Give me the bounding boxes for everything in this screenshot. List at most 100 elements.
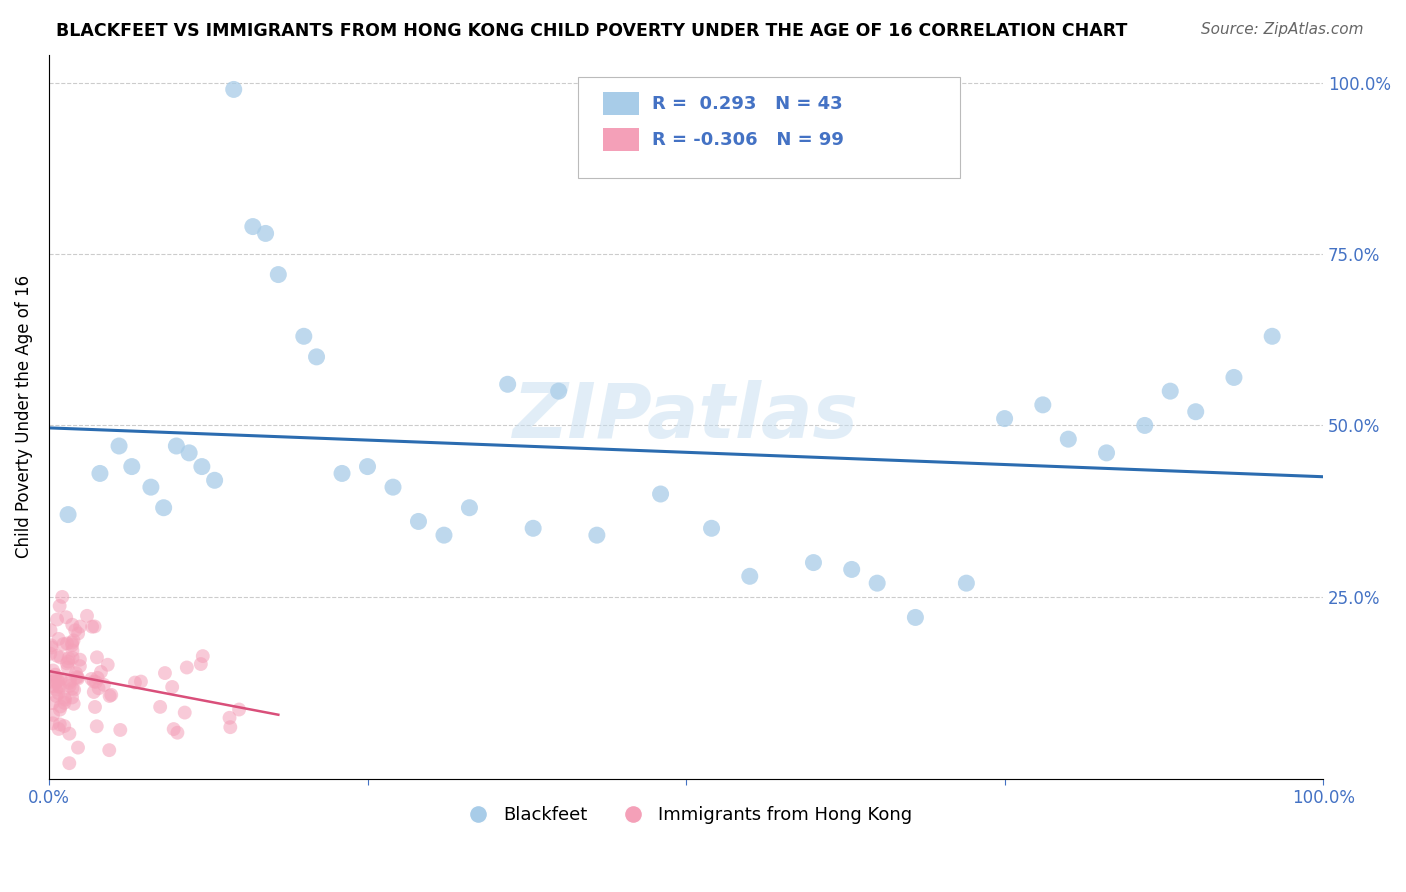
Point [700, 521, 723, 535]
Text: R =  0.293   N = 43: R = 0.293 N = 43 [651, 95, 842, 112]
Point [139, 480, 162, 494]
Point [152, 500, 174, 515]
Legend: Blackfeet, Immigrants from Hong Kong: Blackfeet, Immigrants from Hong Kong [453, 798, 920, 831]
Point [42, 696, 65, 710]
Point [904, 610, 927, 624]
Point [60, 643, 83, 657]
Point [204, 473, 226, 487]
Point [56, 655, 79, 669]
Point [160, 680, 183, 694]
Point [66, 670, 89, 684]
Point [60, 681, 83, 696]
Point [173, 706, 195, 720]
Point [190, 657, 212, 671]
Point [408, 515, 430, 529]
Point [41, 640, 63, 655]
Point [83, 619, 105, 633]
Point [219, 720, 242, 734]
Point [69, 619, 91, 633]
Point [63, 682, 86, 697]
Point [82, 620, 104, 634]
Text: Source: ZipAtlas.com: Source: ZipAtlas.com [1201, 22, 1364, 37]
Point [1133, 418, 1156, 433]
Point [1223, 370, 1246, 384]
Point [330, 467, 353, 481]
Point [292, 329, 315, 343]
Point [84, 700, 107, 714]
Point [955, 576, 977, 591]
Point [83, 674, 105, 689]
Point [69, 659, 91, 673]
Point [65, 670, 87, 684]
Point [53, 692, 76, 706]
Point [39, 639, 62, 653]
Point [59, 673, 82, 688]
Text: ZIPatlas: ZIPatlas [513, 380, 859, 454]
Point [62, 650, 84, 665]
Point [1057, 432, 1080, 446]
Point [48, 599, 70, 613]
Point [254, 227, 277, 241]
Point [179, 446, 201, 460]
Point [80, 672, 103, 686]
Point [433, 528, 456, 542]
Point [59, 679, 82, 693]
Point [49, 717, 72, 731]
FancyBboxPatch shape [603, 92, 638, 115]
Point [191, 459, 214, 474]
Point [803, 556, 825, 570]
Point [67, 626, 90, 640]
Point [458, 500, 481, 515]
Point [60, 635, 83, 649]
Point [84, 674, 107, 689]
Point [1184, 405, 1206, 419]
Point [108, 439, 131, 453]
Point [267, 268, 290, 282]
Point [496, 377, 519, 392]
Point [39, 623, 62, 637]
Point [841, 562, 863, 576]
Point [153, 666, 176, 681]
Point [58, 756, 80, 771]
Point [42, 679, 65, 693]
Point [166, 725, 188, 739]
Point [52, 637, 75, 651]
Point [58, 651, 80, 665]
Point [586, 528, 609, 542]
Point [48, 686, 70, 700]
Point [48, 680, 70, 694]
Point [42, 664, 65, 678]
Point [98, 689, 121, 703]
Point [65, 666, 87, 681]
Point [994, 411, 1017, 425]
Point [49, 680, 72, 694]
Point [42, 708, 65, 723]
Point [650, 487, 672, 501]
FancyBboxPatch shape [578, 77, 960, 178]
Point [69, 653, 91, 667]
Point [1095, 446, 1118, 460]
Point [191, 649, 214, 664]
Point [866, 576, 889, 591]
Point [46, 671, 69, 685]
Point [738, 569, 761, 583]
Point [1261, 329, 1284, 343]
Point [382, 480, 405, 494]
Point [98, 743, 121, 757]
Point [66, 672, 89, 686]
Point [39, 647, 62, 661]
Point [1032, 398, 1054, 412]
Point [58, 727, 80, 741]
Text: BLACKFEET VS IMMIGRANTS FROM HONG KONG CHILD POVERTY UNDER THE AGE OF 16 CORRELA: BLACKFEET VS IMMIGRANTS FROM HONG KONG C… [56, 22, 1128, 40]
Point [48, 632, 70, 646]
Point [228, 702, 250, 716]
Point [89, 467, 111, 481]
Point [522, 521, 544, 535]
Point [48, 722, 70, 736]
Point [110, 723, 132, 737]
Point [163, 722, 186, 736]
Point [547, 384, 569, 399]
Point [90, 665, 112, 679]
Point [66, 740, 89, 755]
Point [62, 697, 84, 711]
